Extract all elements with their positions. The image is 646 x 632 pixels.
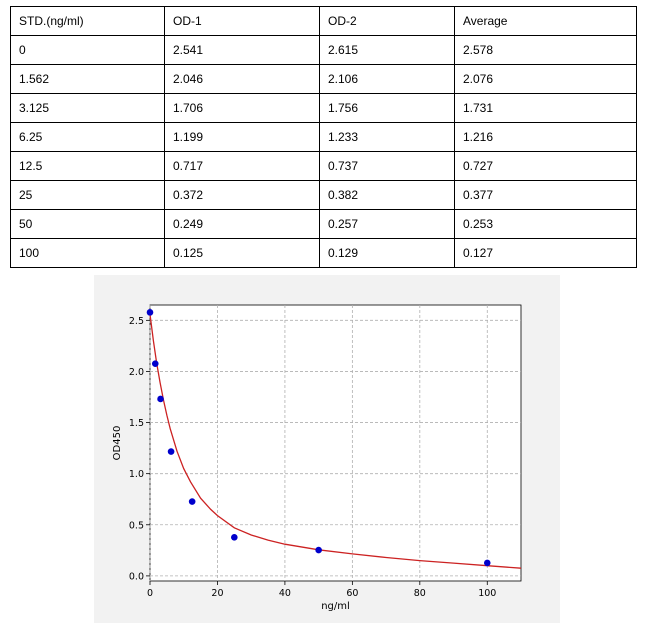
table-row: 100 0.125 0.129 0.127 [10,238,637,268]
x-axis-label: ng/ml [321,601,350,612]
y-tick-label: 0.0 [129,571,144,582]
y-axis-label: OD450 [112,426,123,461]
standard-data-table: STD.(ng/ml) OD-1 OD-2 Average 0 2.541 2.61… [10,6,637,268]
plot-area [149,304,522,582]
data-point [188,498,196,505]
x-tick-label: 20 [211,588,223,599]
cell-od1: 2.046 [164,64,320,94]
cell-od2: 2.615 [319,35,455,65]
standard-curve-chart: 0 20 40 60 80 100 0.0 0.5 1.0 1.5 2.0 2.5 ng/ml OD4… [94,275,560,623]
table-row: 1.562 2.046 2.106 2.076 [10,64,637,94]
chart-canvas: 0 20 40 60 80 100 0.0 0.5 1.0 1.5 2.0 2.5 ng/ml OD4… [112,304,522,612]
cell-od1: 2.541 [164,35,320,65]
cell-std: 0 [10,35,165,65]
y-tick-label: 2.0 [129,367,144,378]
table-header-row: STD.(ng/ml) OD-1 OD-2 Average [10,6,637,36]
cell-average: 2.076 [454,64,637,94]
data-point [151,360,159,367]
cell-std: 3.125 [10,93,165,123]
header-od1: OD-1 [164,6,320,36]
y-tick-label: 0.5 [129,520,144,531]
header-average: Average [454,6,637,36]
table-row: 25 0.372 0.382 0.377 [10,180,637,210]
axis-ticks: 0 20 40 60 80 100 0.0 0.5 1.0 1.5 2.0 2.5 [129,316,496,599]
data-point [146,309,154,316]
cell-od1: 0.717 [164,151,320,181]
cell-average: 1.216 [454,122,637,152]
table-row: 6.25 1.199 1.233 1.216 [10,122,637,152]
cell-od2: 0.257 [319,209,455,239]
data-point [167,448,175,455]
x-tick-label: 80 [414,588,426,599]
grid-lines [149,305,521,581]
cell-std: 100 [10,238,165,268]
cell-average: 0.377 [454,180,637,210]
header-od2: OD-2 [319,6,455,36]
cell-od2: 2.106 [319,64,455,94]
cell-od2: 0.382 [319,180,455,210]
data-points-layer [146,309,491,567]
data-point [483,559,491,567]
table-row: 50 0.249 0.257 0.253 [10,209,637,239]
cell-average: 0.727 [454,151,637,181]
cell-std: 6.25 [10,122,165,152]
cell-od1: 0.125 [164,238,320,268]
x-tick-label: 40 [279,588,291,599]
cell-std: 12.5 [10,151,165,181]
data-point [315,546,322,554]
data-point [157,395,164,403]
cell-std: 25 [10,180,165,210]
cell-average: 0.127 [454,238,637,268]
x-tick-label: 60 [346,588,358,599]
cell-od2: 1.756 [319,93,455,123]
table-row: 0 2.541 2.615 2.578 [10,35,637,65]
header-std: STD.(ng/ml) [10,6,165,36]
x-tick-label: 0 [147,588,153,599]
table-row: 3.125 1.706 1.756 1.731 [10,93,637,123]
cell-od1: 0.249 [164,209,320,239]
y-tick-label: 2.5 [129,316,144,327]
cell-std: 1.562 [10,64,165,94]
cell-od2: 1.233 [319,122,455,152]
cell-std: 50 [10,209,165,239]
cell-average: 0.253 [454,209,637,239]
cell-average: 2.578 [454,35,637,65]
data-point [231,534,238,541]
y-tick-label: 1.0 [129,469,144,480]
table-body: 0 2.541 2.615 2.578 1.562 2.046 2.106 2.076 3.12… [10,35,637,268]
cell-od1: 1.706 [164,93,320,123]
table-row: 12.5 0.717 0.737 0.727 [10,151,637,181]
cell-od1: 0.372 [164,180,320,210]
y-tick-label: 1.5 [129,418,144,429]
cell-average: 1.731 [454,93,637,123]
cell-od2: 0.129 [319,238,455,268]
cell-od1: 1.199 [164,122,320,152]
cell-od2: 0.737 [319,151,455,181]
x-tick-label: 100 [478,588,496,599]
